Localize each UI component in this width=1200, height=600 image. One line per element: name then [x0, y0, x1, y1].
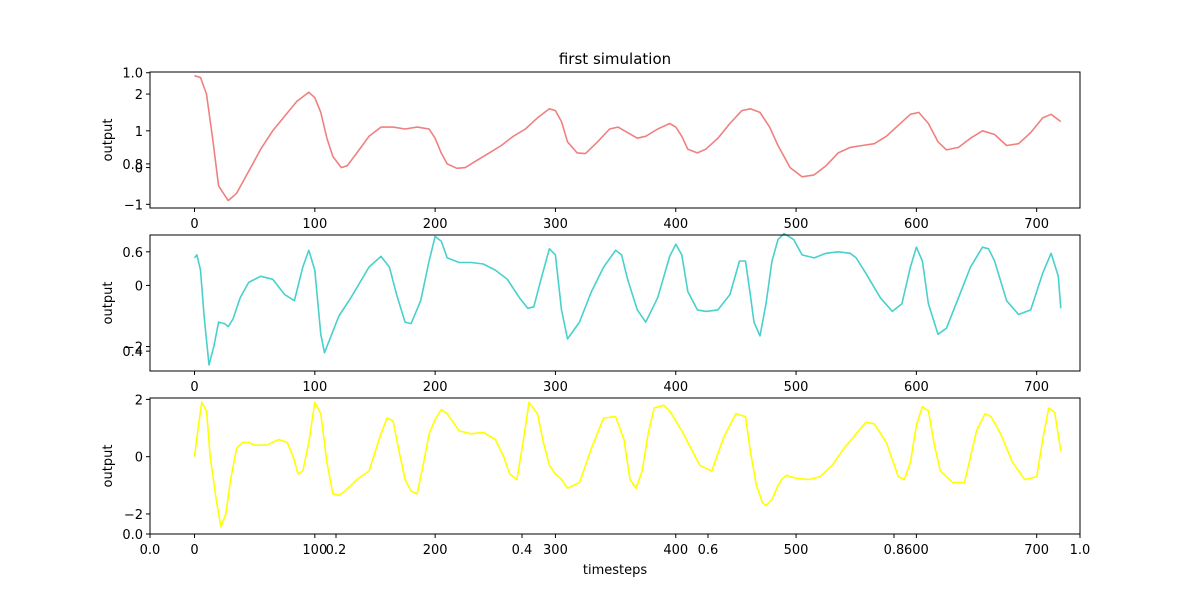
panel-3-x-tick-label: 400	[663, 543, 688, 558]
panel-1-x-tick-label: 400	[663, 217, 688, 232]
panel-2-y-tick-label: 0	[135, 279, 143, 294]
overlay-x-tick-label: 0.0	[140, 543, 161, 558]
panel-3-x-tick-label: 600	[904, 543, 929, 558]
panel-3-frame	[149, 397, 1081, 535]
panel-1-x-tick-label: 700	[1024, 217, 1049, 232]
panel-1-y-tick-label: 2	[135, 88, 143, 103]
panel-3-y-tick-label: 0	[135, 451, 143, 466]
panel-2-x-tick-label: 100	[302, 380, 327, 395]
panel-2-overlay-y-tick-label: 0.6	[122, 246, 143, 261]
panel-1-y-tick-label: 0	[135, 162, 143, 177]
panel-1-y-tick-label: 1	[135, 125, 143, 140]
panel-1-overlay-y-tick-label: 0.8	[122, 158, 143, 173]
panel-2-x-tick-label: 400	[663, 380, 688, 395]
panel-1-frame	[149, 71, 1081, 209]
panel-3-x-tick-label: 100	[302, 543, 327, 558]
panel-1-overlay-y-tick-label: 1.0	[122, 67, 143, 82]
panel-1-x-tick-label: 200	[423, 217, 448, 232]
chart-panels: 0 100 200 300 400 500 600 700−10121.00.8output0…	[101, 67, 1090, 558]
panel-1-y-tick-label: −1	[124, 198, 143, 213]
panel-2-frame	[149, 234, 1081, 372]
overlay-x-tick-label: 1.0	[1070, 543, 1091, 558]
panel-1-x-tick-label: 100	[302, 217, 327, 232]
overlay-y-tick-label: 0.0	[122, 528, 143, 543]
panel-1-x-tick-label: 500	[784, 217, 809, 232]
panel-2-series-line	[193, 232, 1062, 366]
overlay-x-tick-label: 0.6	[698, 543, 719, 558]
panel-2-x-tick-label: 200	[423, 380, 448, 395]
panel-2-y-tick-label: −2	[124, 341, 143, 356]
panel-3-x-tick-label: 0	[190, 543, 198, 558]
x-axis-label: timesteps	[583, 563, 647, 578]
panel-2-x-tick-label: 600	[904, 380, 929, 395]
panel-3-x-tick-label: 200	[423, 543, 448, 558]
panel-2-x-tick-label: 700	[1024, 380, 1049, 395]
panel-3-x-tick-label: 300	[543, 543, 568, 558]
overlay-x-tick-label: 0.2	[326, 543, 347, 558]
panel-2-overlay-y-tick-label: 0.4	[122, 345, 143, 360]
panel-2-y-axis-label: output	[101, 282, 116, 325]
chart-title: first simulation	[559, 50, 671, 68]
panel-2-x-tick-label: 300	[543, 380, 568, 395]
panel-2-x-tick-label: 0	[190, 380, 198, 395]
overlay-x-tick-label: 0.8	[884, 543, 905, 558]
overlay-x-tick-label: 0.4	[512, 543, 533, 558]
panel-1-x-tick-label: 600	[904, 217, 929, 232]
panel-1-series-line	[194, 74, 1062, 202]
panel-1-x-tick-label: 300	[543, 217, 568, 232]
panel-3-y-axis-label: output	[101, 445, 116, 488]
panel-3-x-tick-label: 500	[784, 543, 809, 558]
panel-3-y-tick-label: 2	[135, 393, 143, 408]
panel-3-x-tick-label: 700	[1024, 543, 1049, 558]
panel-1-x-tick-label: 0	[190, 217, 198, 232]
panel-3-series-line	[193, 401, 1062, 528]
panel-1-y-axis-label: output	[101, 119, 116, 162]
panel-2-x-tick-label: 500	[784, 380, 809, 395]
panel-3-y-tick-label: −2	[124, 508, 143, 523]
